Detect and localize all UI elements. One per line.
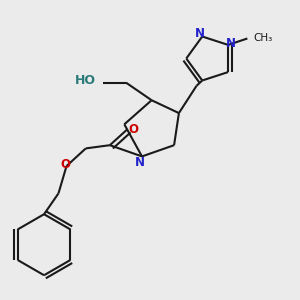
Text: HO: HO bbox=[74, 74, 95, 86]
Text: N: N bbox=[226, 37, 236, 50]
Text: O: O bbox=[60, 158, 70, 171]
Text: CH₃: CH₃ bbox=[254, 34, 273, 44]
Text: N: N bbox=[135, 156, 146, 169]
Text: O: O bbox=[128, 123, 138, 136]
Text: N: N bbox=[195, 27, 205, 40]
